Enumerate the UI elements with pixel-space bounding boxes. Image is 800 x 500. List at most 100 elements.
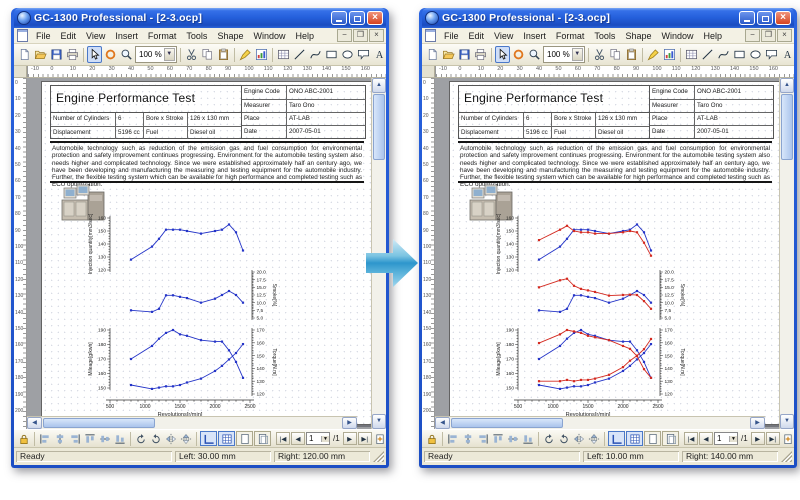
- menu-help[interactable]: Help: [703, 30, 722, 41]
- align-top-icon[interactable]: [491, 431, 505, 446]
- new-icon[interactable]: [17, 46, 32, 63]
- copy-icon[interactable]: [200, 46, 215, 63]
- align-left-icon[interactable]: [446, 431, 460, 446]
- print-icon[interactable]: [65, 46, 80, 63]
- scroll-left-icon[interactable]: ◀: [435, 417, 450, 429]
- rotate-left-icon[interactable]: [542, 431, 556, 446]
- align-right-icon[interactable]: [68, 431, 82, 446]
- menu-help[interactable]: Help: [295, 30, 314, 41]
- align-top-icon[interactable]: [83, 431, 97, 446]
- rotate-left-icon[interactable]: [134, 431, 148, 446]
- chevron-down-icon[interactable]: ▼: [729, 435, 737, 442]
- callout-icon[interactable]: [356, 46, 371, 63]
- vertical-scroll-thumb[interactable]: [373, 94, 385, 160]
- view-margins-toggle[interactable]: [254, 431, 271, 446]
- align-left-icon[interactable]: [38, 431, 52, 446]
- chevron-down-icon[interactable]: ▼: [163, 48, 175, 61]
- open-icon[interactable]: [33, 46, 48, 63]
- flip-h-icon[interactable]: [572, 431, 586, 446]
- brush-icon[interactable]: [238, 46, 253, 63]
- zoom-icon[interactable]: [527, 46, 542, 63]
- child-restore-button[interactable]: ❐: [761, 29, 776, 42]
- child-close-button[interactable]: ×: [369, 29, 384, 42]
- copy-icon[interactable]: [608, 46, 623, 63]
- flip-v-icon[interactable]: [587, 431, 601, 446]
- titlebar[interactable]: GC-1300 Professional - [2-3.ocp] ×: [422, 8, 794, 28]
- text-icon[interactable]: A: [780, 46, 794, 63]
- child-minimize-button[interactable]: −: [745, 29, 760, 42]
- print-icon[interactable]: [473, 46, 488, 63]
- new-icon[interactable]: [425, 46, 440, 63]
- child-minimize-button[interactable]: −: [337, 29, 352, 42]
- view-page-toggle[interactable]: [644, 431, 661, 446]
- lock-icon[interactable]: [425, 431, 439, 446]
- ellipse-icon[interactable]: [748, 46, 763, 63]
- text-icon[interactable]: A: [372, 46, 386, 63]
- document-page[interactable]: Engine Performance Test Engine Code ONO A…: [449, 81, 779, 425]
- document-canvas[interactable]: Engine Performance Test Engine Code ONO A…: [435, 78, 779, 429]
- vertical-scrollbar[interactable]: ▲ ▼: [779, 78, 794, 429]
- paste-icon[interactable]: [216, 46, 231, 63]
- horizontal-scrollbar[interactable]: ◀ ▶: [435, 416, 765, 429]
- scroll-right-icon[interactable]: ▶: [750, 417, 765, 429]
- performance-charts[interactable]: 160 150 140 130 120 Injection quantity[mm3/se…: [492, 208, 690, 424]
- child-restore-button[interactable]: ❐: [353, 29, 368, 42]
- vertical-scroll-thumb[interactable]: [781, 94, 793, 160]
- menu-window[interactable]: Window: [661, 30, 694, 41]
- menu-edit[interactable]: Edit: [468, 30, 485, 41]
- rotate-right-icon[interactable]: [557, 431, 571, 446]
- ellipse-icon[interactable]: [340, 46, 355, 63]
- zoom-icon[interactable]: [119, 46, 134, 63]
- page-number-input[interactable]: 1 ▼: [714, 432, 738, 445]
- chevron-down-icon[interactable]: ▼: [571, 48, 583, 61]
- previous-page-button[interactable]: ◀: [699, 432, 713, 445]
- menu-file[interactable]: File: [36, 30, 51, 41]
- titlebar[interactable]: GC-1300 Professional - [2-3.ocp] ×: [14, 8, 386, 28]
- rotate-right-icon[interactable]: [149, 431, 163, 446]
- page-add-icon[interactable]: [373, 431, 386, 446]
- scroll-down-icon[interactable]: ▼: [372, 414, 386, 429]
- minimize-button[interactable]: [331, 11, 347, 25]
- performance-charts[interactable]: 160 150 140 130 120 Injection quantity[mm3/se…: [84, 208, 282, 424]
- menu-tools[interactable]: Tools: [186, 30, 208, 41]
- menu-view[interactable]: View: [494, 30, 514, 41]
- save-icon[interactable]: [457, 46, 472, 63]
- horizontal-scrollbar[interactable]: ◀ ▶: [27, 416, 357, 429]
- maximize-button[interactable]: [349, 11, 365, 25]
- close-button[interactable]: ×: [775, 11, 791, 25]
- select-icon[interactable]: [87, 46, 102, 63]
- minimize-button[interactable]: [739, 11, 755, 25]
- next-page-button[interactable]: ▶: [342, 432, 357, 445]
- callout-icon[interactable]: [764, 46, 779, 63]
- menu-view[interactable]: View: [86, 30, 106, 41]
- view-margins-toggle[interactable]: [662, 431, 679, 446]
- menu-insert[interactable]: Insert: [115, 30, 138, 41]
- resize-grip[interactable]: [373, 451, 384, 462]
- scroll-up-icon[interactable]: ▲: [372, 78, 386, 93]
- chevron-down-icon[interactable]: ▼: [321, 435, 329, 442]
- menu-shape[interactable]: Shape: [217, 30, 244, 41]
- flip-v-icon[interactable]: [179, 431, 193, 446]
- scroll-right-icon[interactable]: ▶: [342, 417, 357, 429]
- menu-shape[interactable]: Shape: [625, 30, 652, 41]
- view-grid-toggle[interactable]: [218, 431, 235, 446]
- view-snap-toggle[interactable]: [200, 431, 217, 446]
- next-page-button[interactable]: ▶: [750, 432, 765, 445]
- line-icon[interactable]: [700, 46, 715, 63]
- align-center-icon[interactable]: [461, 431, 475, 446]
- align-right-icon[interactable]: [476, 431, 490, 446]
- chart-icon[interactable]: [254, 46, 269, 63]
- first-page-button[interactable]: |◀: [276, 432, 290, 445]
- align-middle-icon[interactable]: [98, 431, 112, 446]
- menu-edit[interactable]: Edit: [60, 30, 77, 41]
- document-canvas[interactable]: Engine Performance Test Engine Code ONO A…: [27, 78, 371, 429]
- open-icon[interactable]: [441, 46, 456, 63]
- cut-icon[interactable]: [184, 46, 199, 63]
- document-page[interactable]: Engine Performance Test Engine Code ONO A…: [41, 81, 371, 425]
- close-button[interactable]: ×: [367, 11, 383, 25]
- lock-icon[interactable]: [17, 431, 31, 446]
- rect-icon[interactable]: [732, 46, 747, 63]
- curve-icon[interactable]: [308, 46, 323, 63]
- zoom-level-select[interactable]: 100 % ▼: [135, 46, 177, 63]
- align-center-icon[interactable]: [53, 431, 67, 446]
